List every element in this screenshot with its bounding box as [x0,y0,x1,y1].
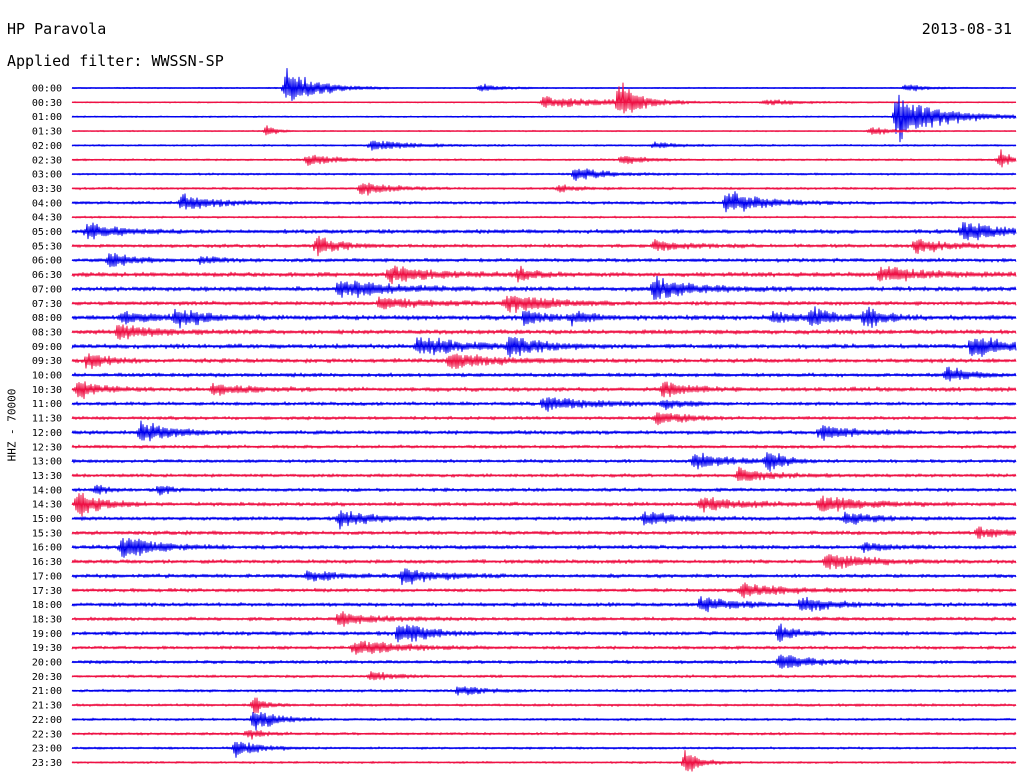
seismic-trace-1100 [71,397,1017,412]
seismic-trace-0130 [71,125,1017,136]
seismic-trace-0730 [71,295,1017,314]
row-time-label: 03:00 [32,170,62,181]
row-time-label: 23:30 [32,758,62,769]
row-time-label: 21:00 [32,686,62,697]
row-time-label: 12:00 [32,428,62,439]
row-time-label: 05:30 [32,241,62,252]
seismic-trace-2230 [71,729,1017,740]
row-time-label: 06:00 [32,256,62,267]
row-time-label: 09:30 [32,356,62,367]
row-time-label: 16:30 [32,557,62,568]
row-time-label: 17:30 [32,586,62,597]
row-time-label: 22:00 [32,715,62,726]
seismic-trace-2200 [71,711,1017,731]
seismic-trace-1700 [71,568,1017,586]
row-time-label: 09:00 [32,342,62,353]
row-time-label: 06:30 [32,270,62,281]
row-time-label: 14:00 [32,485,62,496]
row-time-label: 10:30 [32,385,62,396]
row-time-label: 15:30 [32,528,62,539]
seismic-trace-1200 [71,420,1017,442]
row-time-label: 22:30 [32,729,62,740]
row-time-label: 15:00 [32,514,62,525]
seismic-trace-0900 [71,336,1017,358]
seismic-trace-1000 [71,366,1017,382]
seismic-trace-0700 [71,275,1017,300]
row-time-label: 20:30 [32,672,62,683]
seismic-trace-1030 [71,381,1017,400]
row-time-label: 19:00 [32,629,62,640]
filter-label: Applied filter: WWSSN-SP [7,52,224,70]
row-time-label: 02:00 [32,141,62,152]
row-time-label: 08:00 [32,313,62,324]
row-time-label: 01:30 [32,127,62,138]
row-time-label: 07:30 [32,299,62,310]
row-time-label: 11:00 [32,399,62,410]
row-time-label: 08:30 [32,327,62,338]
row-time-label: 12:30 [32,442,62,453]
seismic-trace-0000 [71,67,1017,101]
row-time-label: 19:30 [32,643,62,654]
row-time-label: 07:00 [32,284,62,295]
row-time-label: 04:00 [32,198,62,209]
station-title: HP Paravola [7,20,107,38]
row-time-label: 10:00 [32,371,62,382]
row-time-label: 18:00 [32,600,62,611]
seismic-trace-2330 [71,750,1017,772]
row-time-label: 17:00 [32,571,62,582]
row-time-label: 23:00 [32,744,62,755]
row-time-label: 20:00 [32,658,62,669]
date-label: 2013-08-31 [921,20,1012,38]
row-time-label: 02:30 [32,155,62,166]
row-time-label: 14:30 [32,500,62,511]
row-time-label: 18:30 [32,614,62,625]
seismic-trace-1130 [71,412,1017,426]
row-time-label: 00:30 [32,98,62,109]
seismic-trace-2300 [71,741,1017,758]
row-time-label: 11:30 [32,414,62,425]
seismic-trace-1330 [71,466,1017,482]
seismic-trace-1300 [71,452,1017,472]
row-time-label: 04:30 [32,213,62,224]
row-time-label: 03:30 [32,184,62,195]
seismic-trace-0400 [71,191,1017,213]
row-time-label: 01:00 [32,112,62,123]
row-time-label: 16:00 [32,543,62,554]
row-time-label: 13:00 [32,457,62,468]
row-time-label: 21:30 [32,701,62,712]
seismic-trace-0230 [71,149,1017,168]
row-time-label: 00:00 [32,84,62,95]
seismic-trace-1500 [71,510,1017,530]
row-time-label: 05:00 [32,227,62,238]
row-time-label: 13:30 [32,471,62,482]
